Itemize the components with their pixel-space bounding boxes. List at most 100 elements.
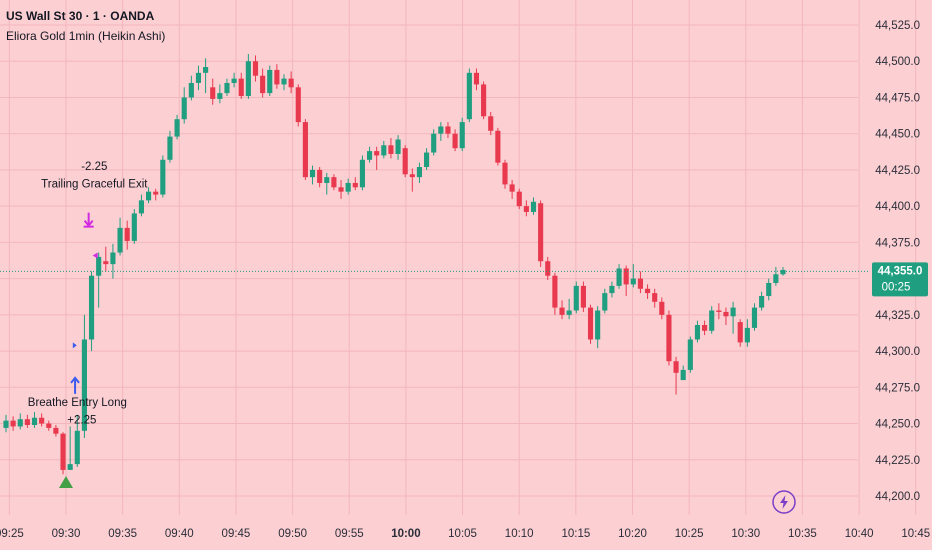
- x-tick-label: 10:00: [391, 528, 420, 540]
- indicator-title[interactable]: Eliora Gold 1min (Heikin Ashi): [6, 29, 165, 43]
- y-tick-label: 44,425.0: [875, 165, 920, 177]
- candle: [744, 319, 750, 347]
- candle: [138, 194, 145, 217]
- buy-triangle-icon: [59, 476, 73, 488]
- x-tick-label: 09:45: [222, 528, 251, 540]
- y-tick-label: 44,450.0: [875, 129, 920, 141]
- candle: [53, 424, 59, 437]
- candle: [623, 265, 629, 297]
- candle: [67, 426, 73, 470]
- candle: [538, 200, 544, 268]
- candle: [709, 306, 715, 334]
- price-badge-background: [872, 262, 928, 297]
- candle: [552, 272, 558, 315]
- candle: [60, 432, 66, 475]
- candle: [352, 177, 358, 191]
- x-tick-label: 10:30: [731, 528, 760, 540]
- candle: [81, 314, 87, 439]
- candle: [224, 78, 230, 97]
- candle: [10, 416, 16, 431]
- candle: [167, 130, 173, 163]
- candle: [88, 271, 95, 352]
- candle: [416, 162, 423, 183]
- candle: [317, 167, 323, 188]
- signal-markers: [59, 212, 98, 488]
- candle: [39, 413, 45, 427]
- x-tick-label: 09:35: [108, 528, 137, 540]
- candle: [395, 135, 401, 160]
- candle: [495, 127, 501, 166]
- exit-point-icon: [92, 252, 98, 259]
- candle: [766, 278, 772, 301]
- entry-point-icon: [72, 342, 77, 349]
- price-badge-value: 44,355.0: [878, 265, 923, 277]
- candle: [324, 172, 330, 195]
- candle: [659, 297, 665, 320]
- candle: [431, 129, 437, 156]
- candle: [46, 420, 52, 431]
- candle: [445, 122, 451, 139]
- candle: [245, 53, 251, 99]
- candle: [96, 252, 102, 308]
- lightning-icon[interactable]: [772, 490, 796, 514]
- candle: [374, 146, 380, 170]
- x-tick-label: 10:05: [448, 528, 477, 540]
- candle: [117, 217, 123, 256]
- x-tick-label: 10:35: [788, 528, 817, 540]
- candle: [595, 306, 601, 349]
- candle: [267, 65, 273, 97]
- x-tick-label: 10:10: [505, 528, 534, 540]
- candle: [652, 288, 658, 308]
- candle: [502, 159, 508, 189]
- candle: [366, 146, 373, 163]
- y-tick-label: 44,200.0: [875, 491, 920, 503]
- y-tick-label: 44,300.0: [875, 346, 920, 358]
- annotation-label: +2.25: [67, 415, 96, 427]
- candle: [459, 117, 465, 152]
- symbol-title[interactable]: US Wall St 30 · 1 · OANDA: [6, 9, 155, 23]
- candle: [359, 155, 365, 191]
- exit-arrow-icon: [83, 212, 94, 228]
- x-tick-label: 10:20: [618, 528, 647, 540]
- candle: [388, 138, 394, 159]
- x-tick-label: 09:30: [52, 528, 81, 540]
- x-tick-label: 09:55: [335, 528, 364, 540]
- candle: [509, 180, 515, 199]
- candle: [288, 71, 294, 94]
- y-tick-label: 44,250.0: [875, 419, 920, 431]
- candle: [687, 336, 693, 373]
- candle: [730, 301, 736, 334]
- candle: [153, 188, 159, 201]
- candle: [673, 356, 679, 395]
- candle: [331, 174, 337, 191]
- candle: [181, 87, 187, 124]
- candle: [516, 188, 522, 210]
- y-tick-label: 44,275.0: [875, 382, 920, 394]
- candle: [644, 284, 651, 299]
- annotations: -2.25 Trailing Graceful Exit Breathe Entry…: [28, 161, 148, 427]
- x-axis[interactable]: 09:25 09:30 09:35 09:40 09:45 09:50 09:55 10:00…: [0, 528, 932, 540]
- candle: [195, 65, 202, 91]
- annotation-label: Breathe Entry Long: [28, 397, 127, 409]
- candle: [17, 413, 23, 430]
- entry-arrow-icon: [70, 376, 80, 394]
- candle: [252, 55, 259, 82]
- y-tick-label: 44,325.0: [875, 310, 920, 322]
- x-tick-label: 09:25: [0, 528, 24, 540]
- candle: [488, 111, 494, 136]
- candle: [666, 310, 672, 366]
- candle: [238, 72, 244, 99]
- y-tick-label: 44,400.0: [875, 201, 920, 213]
- candle: [188, 75, 194, 101]
- candle: [473, 68, 480, 91]
- candle: [309, 165, 316, 185]
- candle: [637, 271, 643, 294]
- candle: [530, 197, 537, 215]
- candle: [103, 246, 109, 272]
- x-tick-label: 10:25: [675, 528, 704, 540]
- candle: [545, 256, 551, 281]
- candle: [559, 300, 565, 320]
- candle: [274, 64, 280, 89]
